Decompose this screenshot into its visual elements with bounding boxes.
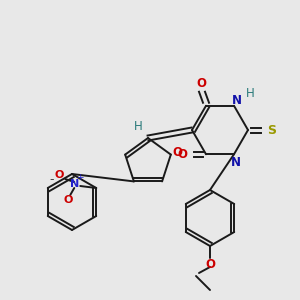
Text: H: H <box>246 87 254 100</box>
Text: N: N <box>231 156 241 169</box>
Text: S: S <box>268 124 277 136</box>
Text: O: O <box>64 195 73 205</box>
Text: O: O <box>196 77 206 90</box>
Text: O: O <box>205 257 215 271</box>
Text: N: N <box>232 94 242 107</box>
Text: -: - <box>49 173 53 187</box>
Text: O: O <box>55 170 64 180</box>
Text: H: H <box>134 119 142 133</box>
Text: N: N <box>70 179 79 189</box>
Text: O: O <box>173 146 183 159</box>
Text: O: O <box>177 148 187 161</box>
Text: +: + <box>76 173 84 182</box>
